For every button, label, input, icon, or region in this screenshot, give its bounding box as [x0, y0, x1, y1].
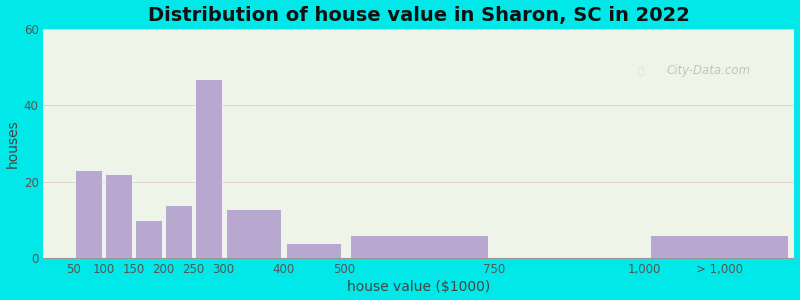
Bar [350, 236, 488, 258]
Bar [165, 205, 193, 258]
Bar [650, 236, 789, 258]
Bar [286, 243, 342, 258]
Text: City-Data.com: City-Data.com [666, 64, 751, 77]
X-axis label: house value ($1000): house value ($1000) [347, 280, 490, 294]
Bar [74, 170, 102, 258]
Y-axis label: houses: houses [6, 119, 19, 168]
Bar [134, 220, 162, 258]
Text: 🔍: 🔍 [638, 65, 643, 75]
Title: Distribution of house value in Sharon, SC in 2022: Distribution of house value in Sharon, S… [148, 6, 690, 25]
Bar [105, 174, 132, 258]
Bar [195, 79, 222, 258]
Bar [226, 209, 282, 258]
